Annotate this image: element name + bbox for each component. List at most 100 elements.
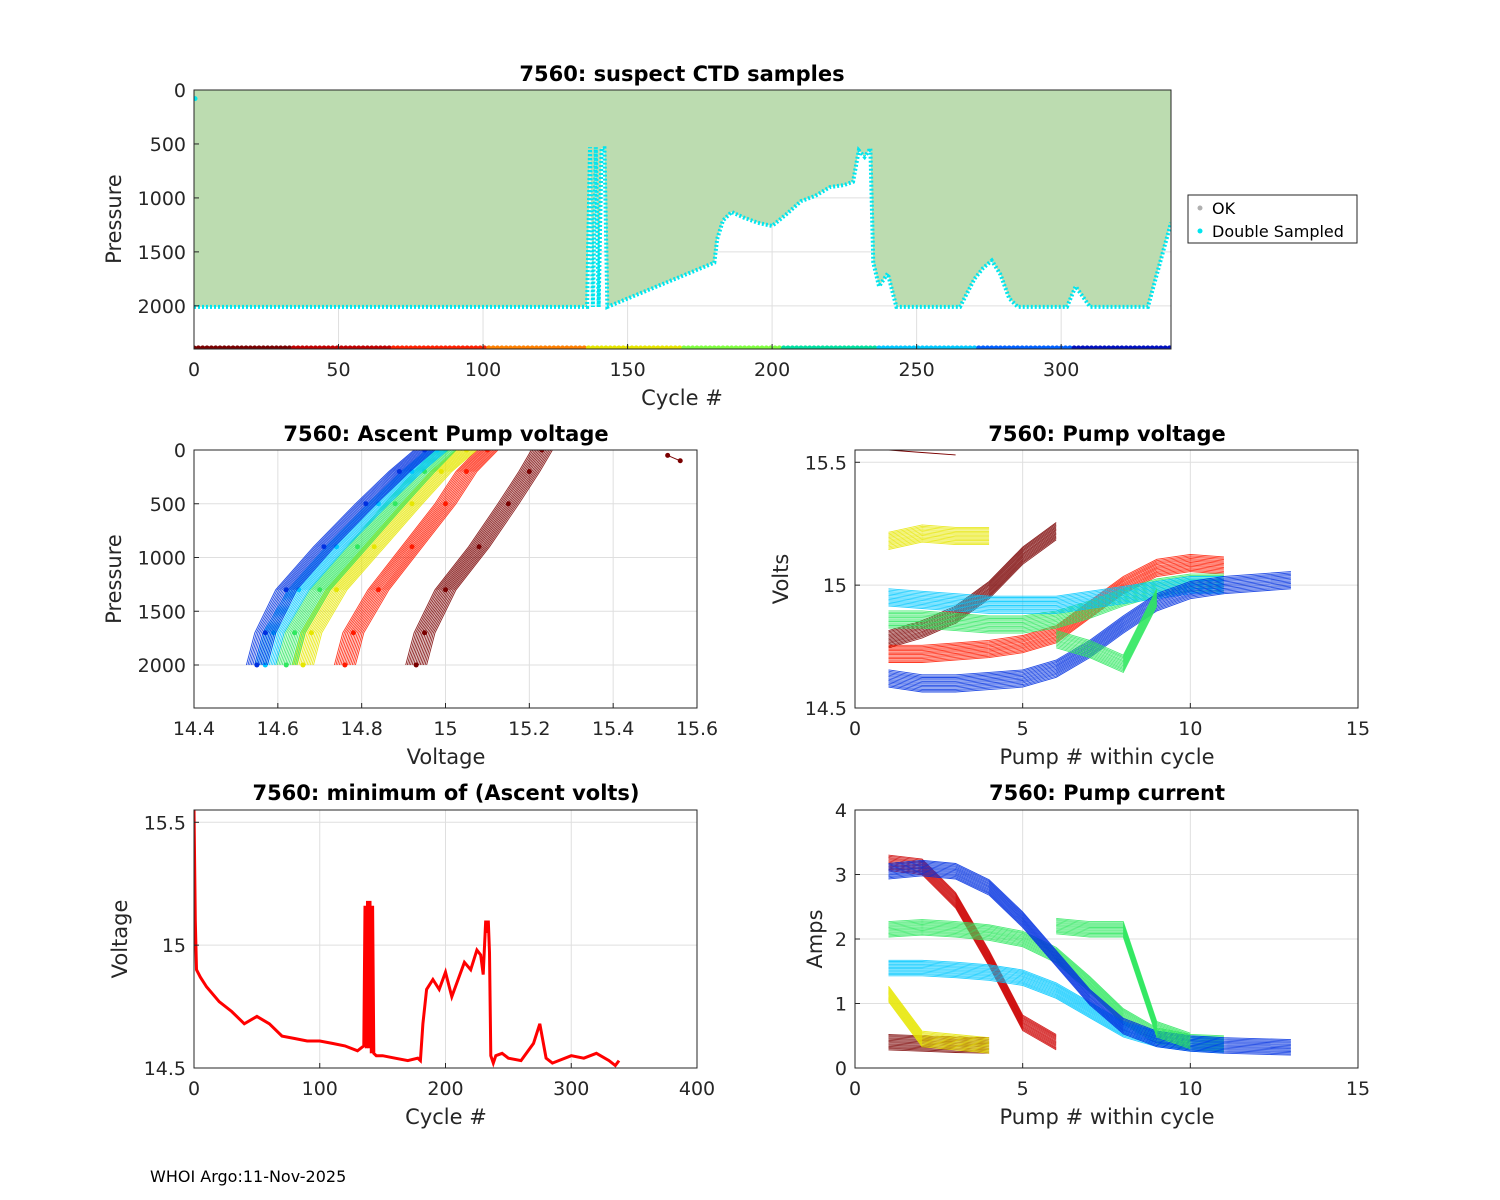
series-line [262, 450, 431, 666]
series-line [335, 450, 479, 666]
cycle-color-dot [546, 345, 553, 349]
data-point [375, 587, 381, 593]
cycle-color-dot [1114, 345, 1121, 349]
series-line [249, 450, 418, 666]
series-line [888, 854, 1057, 1035]
series-line [888, 528, 990, 537]
cycle-color-dot [1062, 345, 1069, 349]
x-tick-label: 150 [609, 359, 645, 381]
series-line [1056, 596, 1158, 664]
cycle-color-dot [438, 345, 444, 349]
data-point [463, 450, 469, 453]
data-point [321, 544, 327, 550]
cycle-color-dot [642, 345, 648, 349]
series-line [411, 450, 539, 666]
series-line [888, 537, 990, 546]
suspect-ctd-plot-area [194, 90, 1171, 349]
cycle-color-dot [425, 345, 431, 349]
series-line [888, 590, 1224, 612]
cycle-color-dot [213, 345, 219, 349]
cycle-color-dot [598, 345, 605, 349]
cycle-color-dot [941, 345, 947, 349]
series-line [298, 450, 463, 666]
cycle-color-dot [1162, 345, 1168, 349]
cycle-color-dot [1153, 345, 1160, 349]
series-cycles-50-130 [333, 450, 499, 668]
cycle-color-dot [629, 345, 635, 349]
data-point [443, 501, 448, 507]
series-line [888, 529, 990, 539]
pump-voltage-ylabel: Volts [769, 554, 793, 605]
series-line [408, 450, 536, 666]
cycle-color-dot [945, 345, 952, 349]
legend-double-marker [1197, 228, 1203, 234]
data-point [392, 501, 398, 507]
cycle-color-dot [867, 345, 873, 349]
series-line [1056, 601, 1158, 669]
suspect-ctd-panel: 7560: suspect CTD samples Cycle # Pressu… [102, 62, 1172, 410]
cycle-color-dot [364, 345, 371, 349]
cycle-color-dot [455, 345, 462, 349]
series-line [888, 990, 990, 1043]
pump-voltage-ticks: 0 5 10 15 14.5 15 15.5 [805, 452, 1370, 740]
pump-current-panel: 7560: Pump current Pump # within cycle A… [803, 781, 1370, 1129]
cycle-color-dot [1054, 345, 1060, 349]
series-line [888, 859, 1291, 1041]
cycle-color-dot [399, 345, 405, 349]
x-tick-label: 5 [1017, 1078, 1029, 1100]
series-line [888, 585, 1224, 606]
cycle-color-dot [1032, 345, 1038, 349]
cycle-color-dot [620, 345, 626, 349]
cycle-color-dot [377, 345, 384, 349]
series-late-cycles [888, 571, 1291, 693]
series-yellow-cycles [888, 524, 990, 550]
cycle-color-dot [1006, 345, 1012, 349]
cycle-color-dot [291, 345, 297, 349]
data-point [422, 450, 428, 453]
series-line [888, 1001, 990, 1054]
series-late-cycles [888, 859, 1291, 1056]
cycle-color-dot [759, 345, 765, 349]
series-line [888, 870, 1291, 1051]
series-line [888, 576, 1291, 681]
cycle-color-dot [390, 345, 397, 349]
series-line [348, 450, 492, 666]
cycle-color-dot [1036, 345, 1043, 349]
series-line [888, 576, 1224, 597]
cycle-color-dot [1071, 345, 1077, 349]
pump-current-xlabel: Pump # within cycle [1000, 1105, 1215, 1129]
cycle-color-dot [846, 345, 852, 349]
y-tick-label: 1500 [138, 601, 186, 623]
cycle-colorbar [194, 345, 1171, 349]
cycle-color-dot [460, 345, 466, 349]
series-line [194, 810, 621, 1068]
series-line [421, 450, 548, 666]
series-line [888, 864, 1057, 1045]
cycle-color-dot [958, 345, 965, 349]
cycle-color-dot [451, 345, 457, 349]
cycle-color-dot [533, 345, 540, 349]
series-line [265, 450, 434, 666]
pump-current-ylabel: Amps [803, 909, 827, 968]
data-point [262, 662, 268, 668]
x-tick-label: 0 [849, 1078, 861, 1100]
y-tick-label: 14.5 [144, 1058, 186, 1080]
cycle-color-dot [902, 345, 908, 349]
series-line [296, 450, 457, 666]
x-tick-label: 0 [188, 1078, 200, 1100]
y-tick-label: 4 [835, 800, 847, 822]
cycle-color-dot [711, 345, 717, 349]
cycle-color-dot [200, 345, 206, 349]
cycle-color-dot [373, 345, 379, 349]
series-line [888, 589, 1224, 610]
cycle-color-dot [824, 345, 830, 349]
series-line [888, 581, 1291, 686]
cycle-color-dot [720, 345, 726, 349]
cycle-color-dot [564, 345, 570, 349]
cycle-color-dot [833, 345, 839, 349]
y-tick-label: 2000 [138, 296, 186, 318]
series-line [1056, 592, 1158, 660]
series-line [270, 450, 444, 666]
series-line [888, 861, 1291, 1042]
